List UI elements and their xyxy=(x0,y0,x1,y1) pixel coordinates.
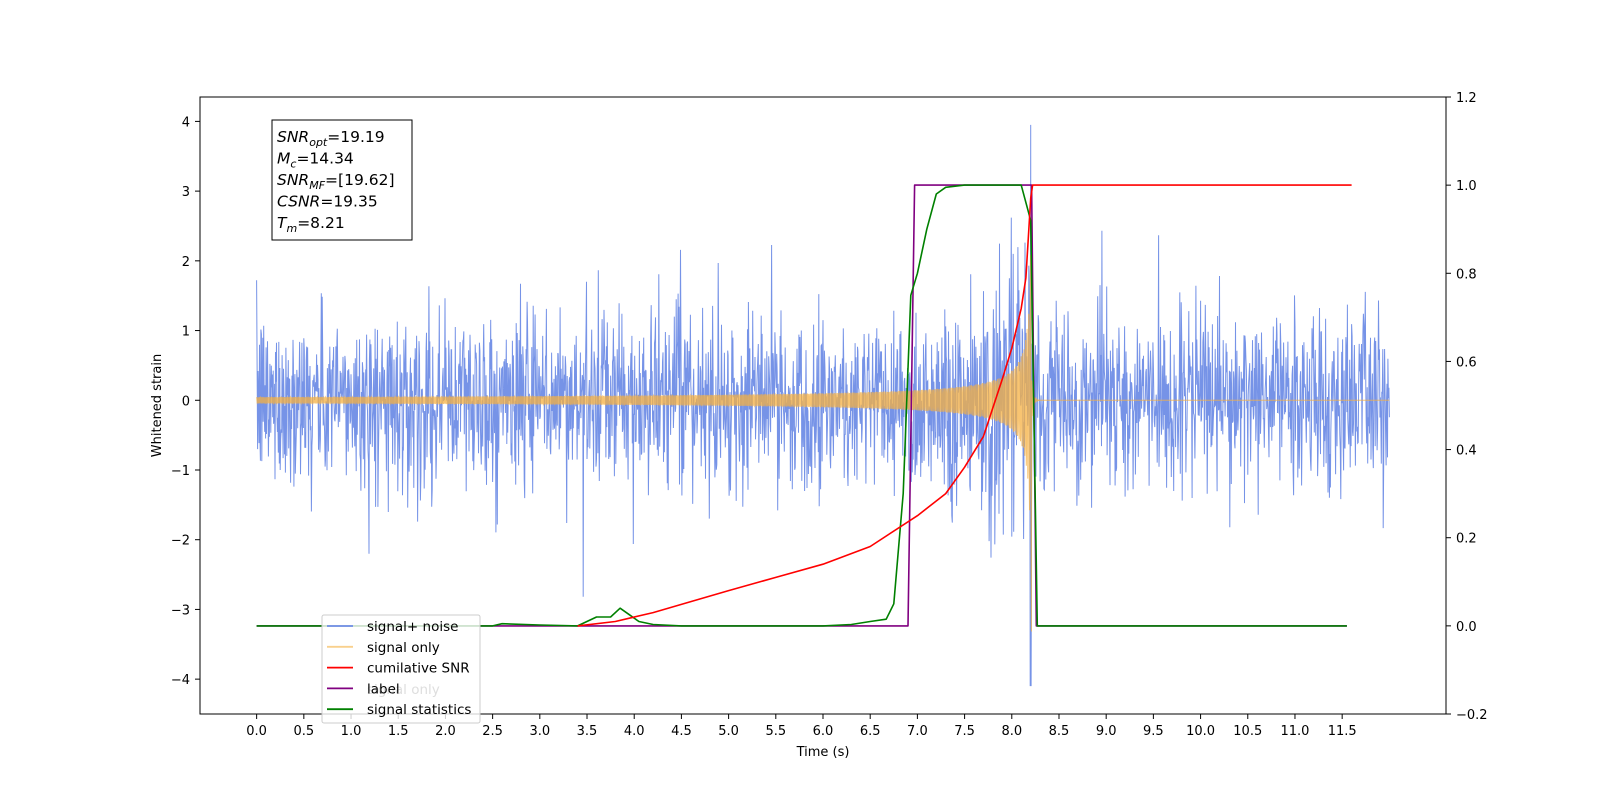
x-tick-label: 9.5 xyxy=(1143,724,1164,739)
y-right-tick-label: 0.0 xyxy=(1456,620,1477,635)
legend-frame xyxy=(321,614,481,724)
y-right-tick-label: 0.6 xyxy=(1456,355,1477,370)
annotation-line: Mc=14.34 xyxy=(277,150,354,171)
legend-entry-label: signal statistics xyxy=(367,702,471,718)
x-tick-label: 1.5 xyxy=(388,724,409,739)
x-tick-label: 4.0 xyxy=(624,724,645,739)
y-left-tick-label: −4 xyxy=(171,673,190,688)
x-tick-label: 8.5 xyxy=(1049,724,1070,739)
y-left-tick-label: 4 xyxy=(182,115,190,130)
x-tick-label: 7.0 xyxy=(907,724,928,739)
x-tick-label: 1.0 xyxy=(341,724,362,739)
annotation-line: SNRopt=19.19 xyxy=(277,128,385,149)
x-tick-label: 3.5 xyxy=(577,724,598,739)
stats-annotation-box: SNRopt=19.19Mc=14.34SNRMF=[19.62]CSNR=19… xyxy=(271,119,413,241)
legend-entry-label: cumilative SNR xyxy=(367,661,470,677)
x-tick-label: 11.5 xyxy=(1328,724,1357,739)
y-right-tick-label: 0.8 xyxy=(1456,267,1477,282)
x-tick-label: 7.5 xyxy=(954,724,975,739)
annotation-frame xyxy=(271,119,413,241)
x-tick-label: 11.0 xyxy=(1280,724,1309,739)
series-signal-only xyxy=(256,255,1390,632)
x-tick-label: 0.5 xyxy=(293,724,314,739)
legend-hidden-text: signal only xyxy=(367,682,440,698)
x-tick-label: 5.5 xyxy=(765,724,786,739)
y-left-tick-label: −2 xyxy=(171,534,190,549)
cumilative-snr-line xyxy=(577,184,1352,627)
annotation-line: Tm=8.21 xyxy=(277,214,345,235)
annotation-line: SNRMF=[19.62] xyxy=(277,171,395,192)
annotation-line: CSNR=19.35 xyxy=(277,193,378,211)
plot-area xyxy=(256,124,1390,687)
legend-entry-label: label xyxy=(367,681,400,697)
y-left-tick-label: 1 xyxy=(182,325,190,340)
signal-statistics-line xyxy=(256,184,1347,627)
x-tick-label: 10.0 xyxy=(1186,724,1215,739)
y-right-tick-label: −0.2 xyxy=(1456,708,1488,723)
y-right-tick-label: 0.4 xyxy=(1456,444,1477,459)
signal-noise-line xyxy=(256,124,1390,687)
x-tick-label: 2.5 xyxy=(482,724,503,739)
y-right-tick-label: 0.2 xyxy=(1456,532,1477,547)
x-tick-label: 5.0 xyxy=(718,724,739,739)
y-axis-label: Whitened strain xyxy=(150,354,165,457)
x-tick-label: 4.5 xyxy=(671,724,692,739)
signal-only-line xyxy=(256,255,1390,632)
x-tick-label: 6.0 xyxy=(813,724,834,739)
legend-entry-label: signal only xyxy=(367,640,440,656)
right-axis-series xyxy=(256,184,1352,627)
y-left-tick-label: 2 xyxy=(182,255,190,270)
x-tick-label: 6.5 xyxy=(860,724,881,739)
y-left-tick-label: 3 xyxy=(182,185,190,200)
legend: signal only signal+ noise signal only cumil… xyxy=(321,614,481,724)
x-tick-label: 2.0 xyxy=(435,724,456,739)
x-tick-label: 0.0 xyxy=(246,724,267,739)
x-tick-label: 9.0 xyxy=(1096,724,1117,739)
legend-entry-label: signal+ noise xyxy=(367,619,458,635)
x-tick-label: 8.0 xyxy=(1001,724,1022,739)
x-tick-label: 10.5 xyxy=(1233,724,1262,739)
right-y-axis-ticks: 1.2 1.0 0.8 0.6 0.4 0.2 0.0 −0.2 xyxy=(1446,91,1488,723)
x-tick-label: 3.0 xyxy=(529,724,550,739)
y-right-tick-label: 1.0 xyxy=(1456,179,1477,194)
y-left-tick-label: 0 xyxy=(182,394,190,409)
series-signal-noise xyxy=(256,124,1390,687)
y-left-tick-label: −3 xyxy=(171,603,190,618)
left-y-axis-ticks: 4 3 2 1 0 −1 −2 −3 −4 xyxy=(171,115,200,688)
x-axis-ticks: 0.0 0.5 1.0 1.5 2.0 2.5 3.0 3.5 4.0 4.5 5.0 5.5 6.0 6… xyxy=(246,714,1357,739)
y-right-tick-label: 1.2 xyxy=(1456,91,1477,106)
x-axis-label: Time (s) xyxy=(796,745,850,760)
y-left-tick-label: −1 xyxy=(171,464,190,479)
